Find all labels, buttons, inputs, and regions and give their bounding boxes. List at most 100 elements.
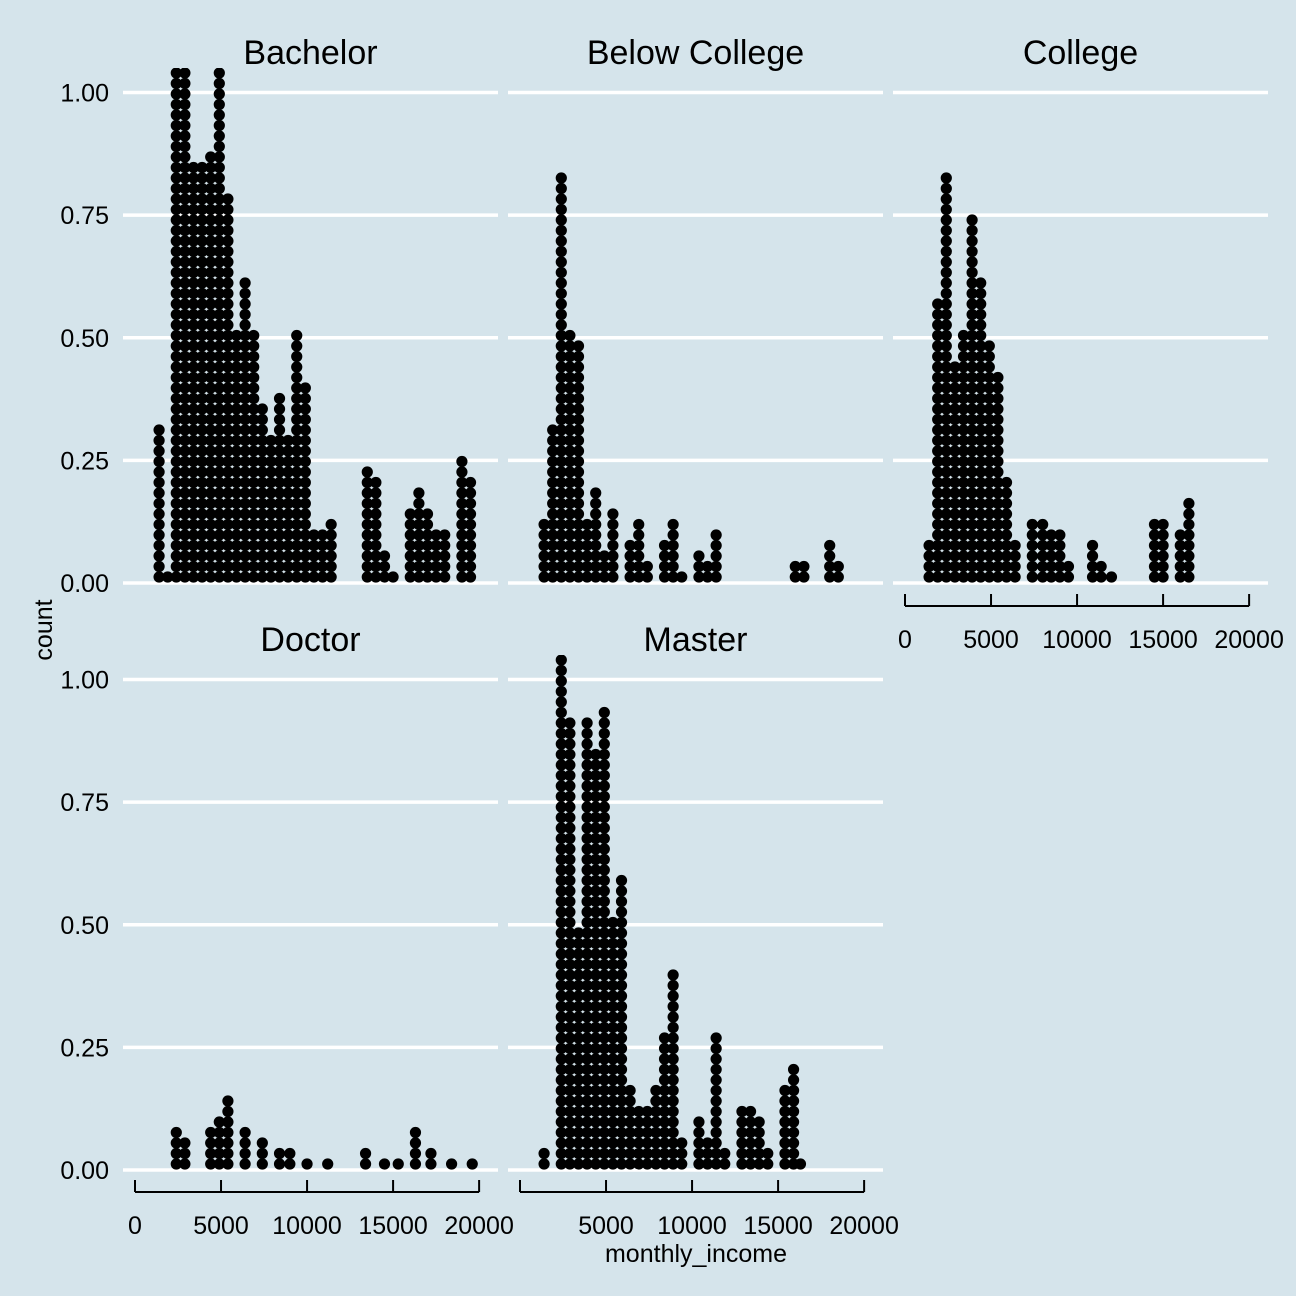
dot (564, 1126, 576, 1139)
dot (205, 518, 217, 531)
dot (187, 550, 200, 562)
dot (222, 508, 234, 520)
dot (923, 539, 935, 552)
dot (966, 224, 978, 237)
dot-stacks (153, 68, 477, 583)
dot (658, 1032, 671, 1044)
dot (957, 382, 970, 394)
dot (779, 1084, 791, 1097)
dot (667, 1011, 679, 1023)
dot (607, 518, 619, 531)
dot (464, 518, 477, 531)
dot (299, 518, 311, 531)
dot (370, 497, 382, 510)
dot (572, 445, 585, 457)
dot (179, 193, 191, 205)
dot (615, 979, 628, 992)
dot (607, 1126, 619, 1139)
dot (957, 518, 970, 531)
dot (265, 550, 277, 562)
dot (299, 539, 311, 552)
dot (1086, 539, 1099, 552)
dot (581, 560, 593, 573)
dot (256, 424, 268, 436)
dot (555, 182, 567, 195)
dot-stack (798, 560, 810, 583)
dot (456, 466, 468, 478)
dot (248, 455, 260, 468)
dot (590, 748, 602, 761)
dot (361, 518, 373, 531)
dot (590, 874, 602, 887)
dot (187, 445, 200, 457)
dot (196, 224, 208, 237)
dot (633, 571, 645, 583)
dot (615, 948, 628, 960)
dot (658, 1074, 671, 1086)
dot (966, 529, 978, 541)
dot (187, 466, 200, 478)
dot (607, 1042, 619, 1055)
dot (196, 518, 208, 531)
dot (205, 445, 217, 457)
dot (975, 539, 987, 552)
dot (265, 466, 277, 478)
dot (273, 1147, 286, 1160)
dot (170, 130, 182, 142)
dot (284, 1147, 296, 1160)
dot (940, 382, 952, 394)
dot (1095, 560, 1107, 573)
dot (205, 161, 217, 174)
dot (378, 1158, 391, 1170)
dot-stack (1148, 518, 1161, 583)
dot (213, 560, 225, 573)
dot (179, 109, 191, 121)
dot (932, 319, 944, 331)
dot (222, 350, 234, 363)
dot (256, 518, 268, 531)
dot (170, 571, 182, 583)
dot (590, 853, 602, 866)
dot (153, 560, 165, 573)
dot-stack (607, 916, 619, 1170)
dot (213, 245, 225, 258)
dot (187, 434, 200, 447)
dot (641, 1147, 653, 1160)
dot-stack (230, 329, 243, 583)
dot (581, 738, 593, 750)
dot (555, 717, 567, 729)
dot (222, 1158, 234, 1170)
dot (196, 256, 208, 268)
dot (547, 466, 559, 478)
dot (170, 235, 182, 247)
dot (564, 1032, 576, 1044)
dot (983, 340, 995, 352)
dot (222, 571, 234, 583)
dot (239, 466, 251, 478)
dot (581, 979, 593, 992)
dot (170, 214, 182, 226)
dot (213, 98, 225, 111)
dot (832, 571, 844, 583)
dot (196, 214, 208, 226)
dot-stacks (538, 655, 807, 1170)
dot (282, 455, 294, 468)
dot (564, 539, 576, 552)
dot (564, 979, 576, 992)
dot (213, 361, 225, 373)
dot (1157, 571, 1169, 583)
dot (413, 571, 425, 583)
dot (230, 403, 243, 415)
dot-stack (404, 508, 416, 583)
dot (555, 371, 567, 384)
dot (248, 434, 260, 447)
dot (170, 518, 182, 531)
dot (992, 529, 1004, 541)
dot (153, 487, 165, 499)
dot-stack (564, 717, 576, 1170)
dot (940, 203, 952, 216)
dot-stack (464, 476, 477, 583)
dot-stack (170, 1126, 182, 1170)
dot (667, 1042, 679, 1055)
dot (256, 497, 268, 510)
